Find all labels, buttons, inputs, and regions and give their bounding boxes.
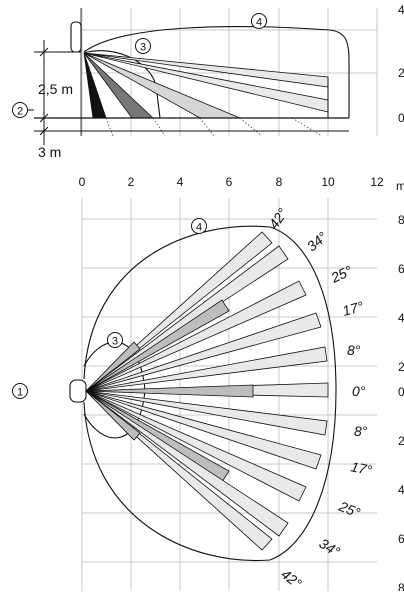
- tick-8: 8: [276, 175, 283, 189]
- svg-text:6: 6: [398, 532, 404, 546]
- angle-down-34: 34°: [316, 535, 343, 560]
- angle-up-8: 8°: [347, 342, 361, 358]
- svg-text:6: 6: [398, 262, 404, 276]
- svg-text:4: 4: [196, 222, 202, 234]
- svg-text:8: 8: [398, 581, 404, 591]
- height-label: 2,5 m: [38, 81, 73, 97]
- svg-text:3: 3: [112, 336, 118, 348]
- angle-down-25: 25°: [336, 498, 363, 521]
- side-view: 2,5 m 3 m 2 4 3 0 2 4 6 8 10 12 4 2: [13, 3, 404, 189]
- angle-up-25: 25°: [328, 262, 355, 286]
- side-x-ticks: 0 2 4 6 8 10 12: [79, 175, 384, 189]
- svg-text:8: 8: [398, 213, 404, 227]
- angle-down-8: 8°: [354, 423, 368, 439]
- svg-text:4: 4: [398, 3, 404, 17]
- tick-6: 6: [226, 175, 233, 189]
- angle-down-42: 42°: [278, 566, 305, 591]
- svg-text:1: 1: [17, 387, 23, 399]
- svg-text:m: m: [396, 179, 404, 193]
- tick-4: 4: [177, 175, 184, 189]
- angle-down-17: 17°: [349, 458, 373, 478]
- angle-up-17: 17°: [341, 298, 366, 319]
- angle-center: 0°: [352, 383, 366, 399]
- side-marker-4: 4: [252, 14, 267, 29]
- svg-text:0: 0: [398, 385, 404, 399]
- tick-12: 12: [370, 175, 384, 189]
- svg-text:4: 4: [398, 483, 404, 497]
- tick-2: 2: [128, 175, 135, 189]
- top-view: 1 3 4 42° 34° 25° 17° 8° 0° 8° 17° 25° 3…: [13, 179, 404, 591]
- svg-text:4: 4: [398, 311, 404, 325]
- tick-10: 10: [321, 175, 335, 189]
- svg-text:2: 2: [398, 360, 404, 374]
- svg-text:2: 2: [398, 434, 404, 448]
- side-marker-3: 3: [136, 39, 151, 54]
- svg-text:4: 4: [256, 17, 262, 29]
- svg-text:3: 3: [140, 42, 146, 54]
- tick-0: 0: [79, 175, 86, 189]
- angle-up-42: 42°: [265, 205, 290, 232]
- marker-1: 1: [13, 384, 28, 399]
- depth-label: 3 m: [38, 144, 61, 160]
- top-marker-3: 3: [108, 333, 123, 348]
- top-sensor-icon: [70, 380, 86, 402]
- svg-text:0: 0: [398, 111, 404, 125]
- side-right-ticks: 4 2 0: [398, 3, 404, 125]
- top-right-ticks: m 8 6 4 2 0 2 4 6 8: [396, 179, 404, 591]
- top-marker-4: 4: [192, 219, 207, 234]
- angle-up-34: 34°: [304, 228, 331, 254]
- svg-text:2: 2: [398, 66, 404, 80]
- side-beam-extensions: [106, 118, 322, 136]
- side-sensor-icon: [71, 22, 81, 52]
- marker-2: 2: [13, 103, 28, 118]
- svg-text:2: 2: [17, 106, 23, 118]
